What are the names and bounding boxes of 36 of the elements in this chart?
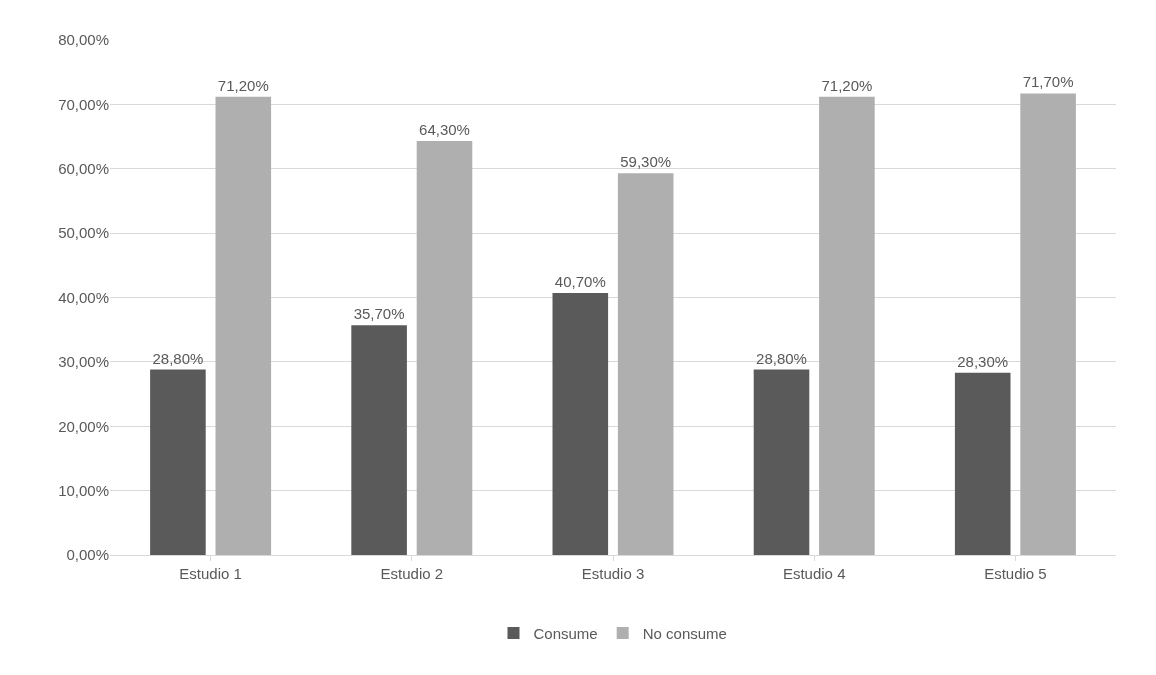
y-tick-label: 10,00% xyxy=(58,481,109,499)
y-tick-label: 30,00% xyxy=(58,353,109,371)
bar xyxy=(552,292,609,555)
bar xyxy=(753,369,810,555)
legend-label: Consume xyxy=(533,624,598,642)
data-label: 71,20% xyxy=(821,76,873,94)
x-tick-label: Estudio 4 xyxy=(782,565,846,582)
bar xyxy=(351,325,407,555)
y-tick-label: 70,00% xyxy=(58,95,109,113)
data-label: 59,30% xyxy=(620,153,672,171)
data-label: 28,80% xyxy=(756,349,807,367)
data-label: 64,30% xyxy=(419,121,470,139)
data-label: 40,70% xyxy=(554,272,606,290)
bar xyxy=(416,141,473,555)
data-label: 35,70% xyxy=(353,305,405,323)
y-tick-label: 60,00% xyxy=(58,160,109,177)
x-tick-label: Estudio 1 xyxy=(179,565,242,582)
x-tick-label: Estudio 3 xyxy=(581,565,645,582)
y-tick-label: 20,00% xyxy=(58,417,109,435)
bar xyxy=(150,369,206,555)
y-tick-label: 80,00% xyxy=(58,31,109,49)
x-tick-label: Estudio 5 xyxy=(984,565,1047,582)
data-label: 71,70% xyxy=(1022,73,1074,91)
y-tick-label: 50,00% xyxy=(58,224,109,242)
bar xyxy=(954,372,1011,555)
bar xyxy=(215,96,272,555)
data-label: 28,30% xyxy=(957,352,1009,370)
bar xyxy=(1020,93,1076,555)
x-tick-label: Estudio 2 xyxy=(380,565,444,582)
bar xyxy=(617,173,674,555)
legend-label: No consume xyxy=(642,624,727,642)
data-label: 28,80% xyxy=(152,349,204,367)
y-tick-label: 40,00% xyxy=(58,288,109,306)
bar xyxy=(819,96,875,555)
y-tick-label: 0,00% xyxy=(66,546,109,564)
data-label: 71,20% xyxy=(217,76,269,94)
